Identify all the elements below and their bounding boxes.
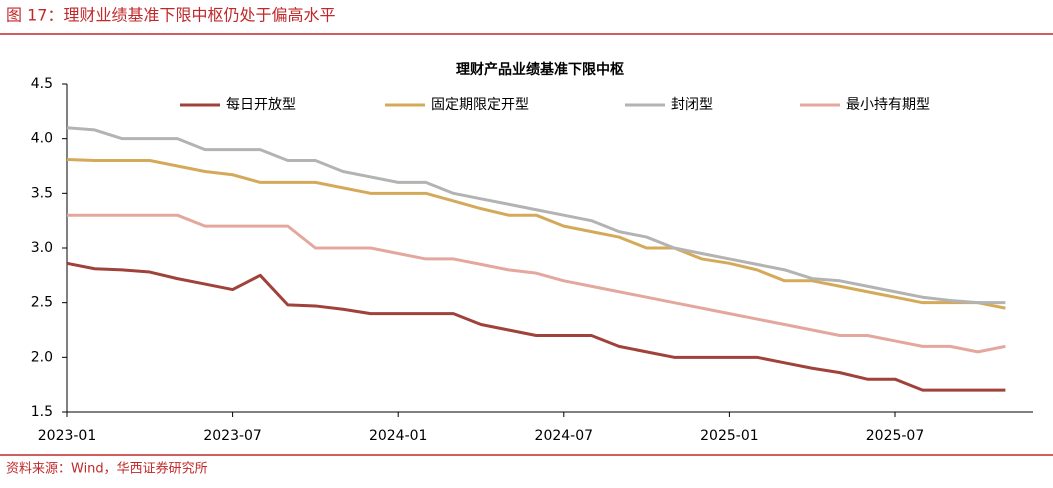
legend-label: 最小持有期型 <box>846 97 930 113</box>
y-tick-label: 2.5 <box>31 295 53 311</box>
legend-label: 封闭型 <box>671 97 713 113</box>
legend-label: 每日开放型 <box>226 97 296 113</box>
x-tick-label: 2025-07 <box>866 428 925 444</box>
header-title: 图 17：理财业绩基准下限中枢仍处于偏高水平 <box>6 6 335 25</box>
x-tick-label: 2025-01 <box>700 428 759 444</box>
legend-label: 固定期限定开型 <box>431 97 529 113</box>
x-tick-label: 2024-07 <box>535 428 594 444</box>
y-tick-label: 4.5 <box>31 76 53 92</box>
series-line <box>66 261 1006 392</box>
series-line <box>66 126 1006 305</box>
y-tick-label: 2.0 <box>31 349 53 365</box>
series-line <box>66 157 1006 310</box>
x-tick-label: 2023-01 <box>38 428 97 444</box>
x-tick-label: 2023-07 <box>203 428 262 444</box>
source: 资料来源：Wind，华西证券研究所 <box>6 461 208 477</box>
y-tick-label: 3.0 <box>31 240 53 256</box>
x-tick-label: 2024-01 <box>369 428 428 444</box>
series-line <box>67 213 1006 354</box>
y-tick-label: 4.0 <box>31 131 53 147</box>
chart-title: 理财产品业绩基准下限中枢 <box>456 61 624 78</box>
y-tick-label: 1.5 <box>31 404 53 420</box>
y-tick-label: 3.5 <box>31 185 53 201</box>
